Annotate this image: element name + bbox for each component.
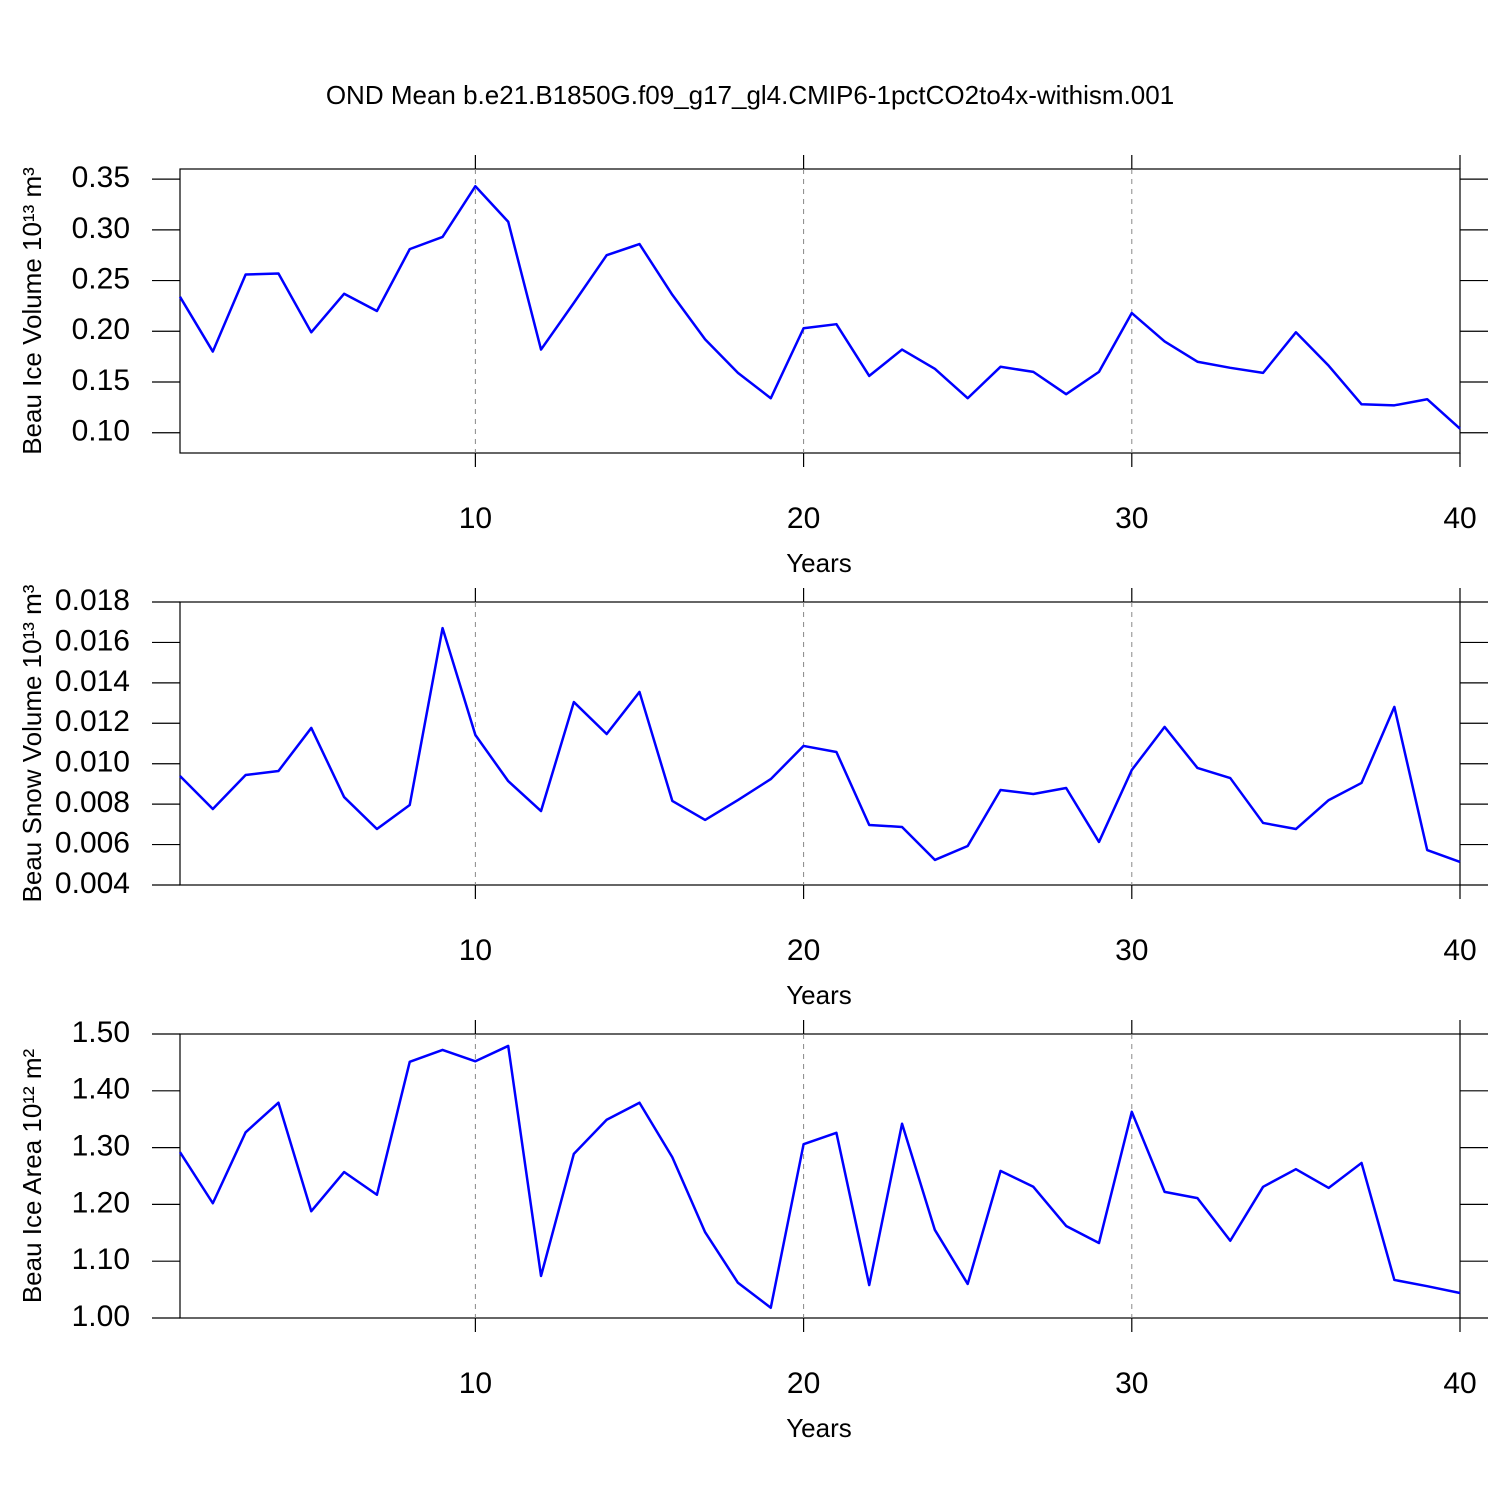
y-axis-label: Beau Ice Volume 10¹³ m³ <box>17 167 47 455</box>
x-tick-label: 30 <box>1115 1367 1148 1400</box>
data-line <box>179 626 1461 864</box>
y-tick-label: 1.10 <box>72 1243 130 1276</box>
plot-frame <box>179 601 1461 886</box>
y-tick-label: 0.008 <box>55 786 130 819</box>
y-tick-label: 0.10 <box>72 415 130 448</box>
x-tick-label: 30 <box>1115 934 1148 967</box>
y-axis-label: Beau Snow Volume 10¹³ m³ <box>17 584 47 902</box>
y-tick-label: 1.20 <box>72 1186 130 1219</box>
x-tick-label: 30 <box>1115 502 1148 535</box>
y-tick-label: 0.016 <box>55 624 130 657</box>
x-tick-label: 10 <box>459 934 492 967</box>
x-axis-label: Years <box>786 548 852 578</box>
y-tick-label: 1.00 <box>72 1300 130 1333</box>
plot-frame <box>179 168 1461 454</box>
y-tick-label: 0.010 <box>55 746 130 779</box>
data-line <box>178 184 1461 430</box>
x-tick-label: 10 <box>459 502 492 535</box>
data-line <box>178 1044 1461 1310</box>
x-tick-label: 20 <box>787 502 820 535</box>
y-tick-label: 0.012 <box>55 705 130 738</box>
plot-frame <box>179 1033 1461 1319</box>
y-tick-label: 0.006 <box>55 826 130 859</box>
y-tick-label: 0.25 <box>72 262 130 295</box>
x-axis-label: Years <box>786 980 852 1010</box>
chart-title: OND Mean b.e21.B1850G.f09_g17_gl4.CMIP6-… <box>326 80 1174 110</box>
y-tick-label: 0.30 <box>72 212 130 245</box>
y-tick-label: 0.35 <box>72 161 130 194</box>
y-tick-label: 0.15 <box>72 364 130 397</box>
y-tick-label: 1.40 <box>72 1073 130 1106</box>
x-tick-label: 40 <box>1443 934 1476 967</box>
y-tick-label: 0.018 <box>55 584 130 617</box>
y-tick-label: 1.30 <box>72 1130 130 1163</box>
x-tick-label: 40 <box>1443 502 1476 535</box>
x-tick-label: 40 <box>1443 1367 1476 1400</box>
y-tick-label: 0.014 <box>55 665 130 698</box>
x-tick-label: 20 <box>787 934 820 967</box>
x-tick-label: 20 <box>787 1367 820 1400</box>
y-tick-label: 0.20 <box>72 313 130 346</box>
x-tick-label: 10 <box>459 1367 492 1400</box>
y-tick-label: 0.004 <box>55 867 130 900</box>
x-axis-label: Years <box>786 1413 852 1443</box>
y-tick-label: 1.50 <box>72 1016 130 1049</box>
y-axis-label: Beau Ice Area 10¹² m² <box>17 1048 47 1303</box>
